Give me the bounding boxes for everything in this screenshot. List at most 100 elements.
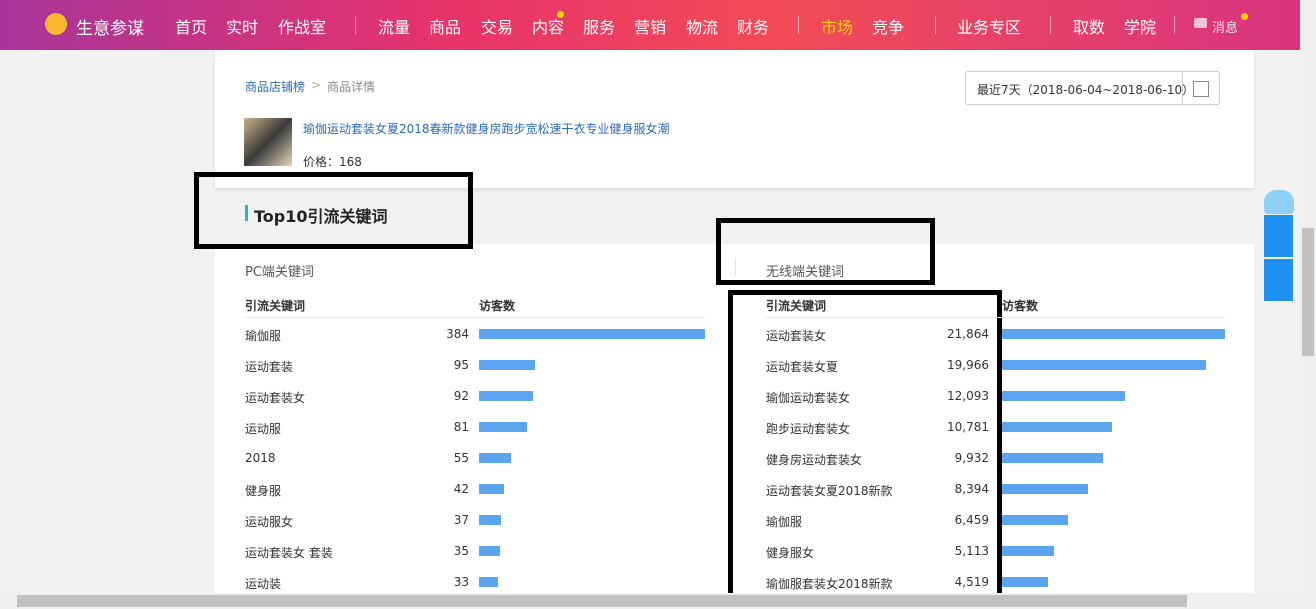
nav-item[interactable]: 营销	[634, 18, 667, 37]
keyword: 运动套装	[245, 360, 294, 374]
visitor-bar	[1002, 515, 1068, 525]
divider	[1182, 72, 1183, 104]
product-title[interactable]: 瑜伽运动套装女夏2018春新款健身房跑步宽松速干衣专业健身服女潮	[303, 122, 670, 136]
h-thumb[interactable]	[17, 595, 1187, 607]
visitor-bar	[479, 360, 535, 370]
product-image	[244, 118, 292, 166]
visitor-count: 5,113	[954, 544, 989, 558]
nav-item[interactable]: 流量	[378, 18, 411, 37]
visitor-bar	[479, 391, 534, 401]
visitor-bar	[1002, 391, 1126, 401]
visitor-count: 10,781	[947, 420, 989, 434]
nav-separator	[1050, 16, 1051, 34]
nav-item[interactable]: 物流	[686, 18, 719, 37]
nav-separator	[1174, 16, 1175, 34]
keyword: 健身房运动套装女	[766, 453, 863, 467]
table-title: 无线端关键词	[766, 265, 845, 280]
visitor-bar	[1002, 360, 1206, 370]
visitor-count: 42	[453, 482, 469, 496]
visitor-bar	[479, 422, 527, 432]
keyword: 2018	[245, 451, 276, 465]
visitor-bar	[1002, 453, 1104, 463]
breadcrumb-sep: >	[311, 78, 322, 92]
nav-separator	[355, 16, 356, 34]
date-picker[interactable]: 最近7天（2018-06-04~2018-06-10）	[965, 71, 1220, 105]
visitor-bar	[479, 329, 705, 339]
price: 价格：168	[303, 155, 362, 169]
nav-item[interactable]: 竞争	[872, 18, 905, 37]
visitor-bar	[1002, 546, 1055, 556]
nav-item[interactable]: 内容	[532, 18, 565, 37]
nav-item[interactable]: 实时	[226, 18, 259, 37]
dot	[557, 11, 564, 18]
visitor-count: 81	[453, 420, 469, 434]
nav-item[interactable]: 首页	[175, 18, 208, 37]
visitor-count: 9,932	[954, 451, 989, 465]
nav-separator	[798, 16, 799, 34]
mascot	[1264, 190, 1294, 214]
keyword: 运动装	[245, 577, 282, 591]
column-header: 访客数	[1002, 299, 1039, 313]
keyword: 跑步运动套装女	[766, 422, 851, 436]
visitor-count: 12,093	[947, 389, 989, 403]
keyword: 健身服女	[766, 546, 815, 560]
breadcrumb-link[interactable]: 商品店铺榜	[245, 80, 306, 94]
product-panel: 商品店铺榜 > 商品详情 最近7天（2018-06-04~2018-06-10）…	[215, 50, 1254, 188]
date-range: 最近7天（2018-06-04~2018-06-10）	[977, 83, 1195, 97]
top-nav: 生意参谋 消息 首页 实时 作战室 流量 商品 交易 内容 服务 营销 物流 财务 市场 竞争 业务专区 取…	[0, 0, 1300, 50]
dot	[1241, 13, 1248, 20]
visitor-count: 6,459	[954, 513, 989, 527]
table-title: PC端关键词	[245, 265, 314, 280]
nav-item[interactable]: 服务	[583, 18, 616, 37]
keyword: 瑜伽服	[766, 515, 803, 529]
visitor-bar	[479, 546, 500, 556]
chat-button[interactable]	[1264, 259, 1293, 301]
breadcrumb-current: 商品详情	[327, 80, 376, 94]
nav-item[interactable]: 财务	[737, 18, 770, 37]
column-header: 引流关键词	[766, 299, 827, 313]
visitor-count: 384	[446, 327, 469, 341]
column-header: 引流关键词	[245, 299, 306, 313]
nav-item[interactable]: 商品	[429, 18, 462, 37]
keyword: 运动套装女夏2018新款	[766, 484, 893, 498]
keyword: 健身服	[245, 484, 282, 498]
h-scrollbar[interactable]	[0, 593, 1300, 609]
visitor-count: 55	[453, 451, 469, 465]
visitor-count: 37	[453, 513, 469, 527]
v-scrollbar[interactable]	[1300, 0, 1316, 609]
visitor-bar	[479, 484, 504, 494]
keyword: 运动服女	[245, 515, 294, 529]
nav-item[interactable]: 市场	[821, 18, 854, 37]
nav-item[interactable]: 交易	[481, 18, 514, 37]
keyword: 瑜伽服套装女2018新款	[766, 577, 893, 591]
highlight-box	[716, 218, 935, 285]
visitor-count: 8,394	[954, 482, 989, 496]
mail-icon	[1194, 18, 1207, 28]
column-divider	[735, 258, 736, 276]
nav-item[interactable]: 取数	[1073, 18, 1106, 37]
title-accent	[245, 205, 248, 221]
logo	[45, 13, 67, 35]
keyword: 运动套装女	[245, 391, 306, 405]
header-rule	[245, 317, 705, 318]
v-thumb[interactable]	[1302, 228, 1314, 356]
visitor-count: 35	[453, 544, 469, 558]
visitor-bar	[1002, 329, 1225, 339]
visitor-bar	[1002, 577, 1049, 587]
nav-item[interactable]: 学院	[1124, 18, 1157, 37]
nav-item[interactable]: 业务专区	[957, 18, 1022, 37]
section-title: Top10引流关键词	[254, 207, 388, 226]
keyword: 瑜伽服	[245, 329, 282, 343]
nav-item[interactable]: 作战室	[278, 18, 327, 37]
message[interactable]: 消息	[1212, 21, 1239, 36]
visitor-count: 21,864	[947, 327, 989, 341]
keyword: 运动服	[245, 422, 282, 436]
bell-button[interactable]	[1264, 215, 1293, 257]
brand[interactable]: 生意参谋	[76, 19, 144, 39]
visitor-count: 92	[453, 389, 469, 403]
visitor-bar	[479, 453, 512, 463]
column-header: 访客数	[479, 299, 516, 313]
header-rule	[766, 317, 1225, 318]
